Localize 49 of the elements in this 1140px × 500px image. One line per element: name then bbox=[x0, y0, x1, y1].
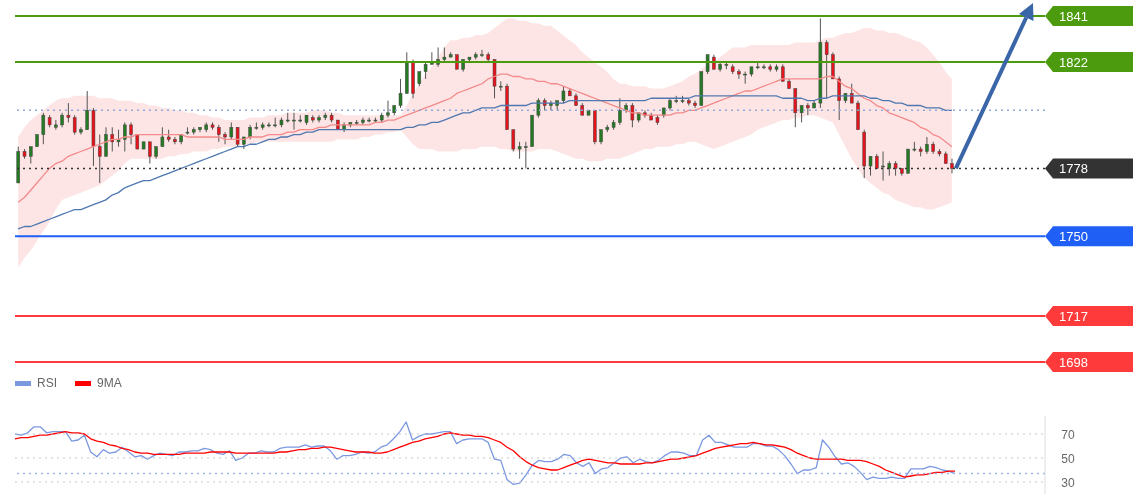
candlestick bbox=[223, 131, 227, 145]
candlestick bbox=[950, 158, 954, 174]
candlestick bbox=[72, 114, 77, 136]
candlestick bbox=[173, 136, 177, 145]
candlestick bbox=[511, 129, 516, 152]
candlestick bbox=[79, 126, 83, 136]
candlestick bbox=[235, 126, 240, 148]
candlestick bbox=[54, 119, 58, 131]
candlestick bbox=[66, 102, 71, 123]
candlestick bbox=[386, 100, 390, 119]
y-tick-label: 1841 bbox=[1059, 9, 1088, 24]
candlestick bbox=[868, 155, 873, 177]
candlestick bbox=[762, 63, 766, 70]
line-series bbox=[14, 421, 956, 486]
candlestick bbox=[110, 126, 115, 152]
candlestick bbox=[824, 39, 829, 99]
candlestick bbox=[849, 83, 854, 104]
candlestick bbox=[630, 102, 635, 128]
y-tick-label: 1822 bbox=[1059, 54, 1088, 70]
y-tick-label: 1698 bbox=[1059, 355, 1088, 370]
legend-label: 9MA bbox=[97, 376, 122, 390]
y-tick-label: 1750 bbox=[1059, 229, 1088, 245]
candlestick bbox=[737, 68, 741, 80]
candlestick bbox=[41, 112, 46, 145]
candlestick bbox=[97, 134, 102, 184]
y-tick-label: 1778 bbox=[1059, 161, 1088, 177]
candlestick bbox=[129, 121, 133, 145]
y-tick-label: 50 bbox=[1061, 452, 1075, 466]
candlestick bbox=[480, 49, 484, 58]
legend-label: RSI bbox=[37, 376, 58, 390]
candlestick bbox=[881, 151, 885, 182]
candlestick bbox=[806, 102, 810, 116]
candlestick bbox=[837, 75, 841, 121]
candlestick bbox=[148, 141, 152, 165]
candlestick bbox=[705, 54, 710, 75]
candlestick bbox=[618, 97, 622, 126]
candlestick bbox=[925, 136, 929, 155]
candlestick bbox=[398, 78, 403, 109]
line-series bbox=[17, 73, 953, 203]
candlestick bbox=[104, 126, 108, 157]
candlestick bbox=[524, 141, 528, 169]
y-tick-label: 70 bbox=[1061, 428, 1075, 442]
candlestick bbox=[123, 121, 127, 152]
candlestick bbox=[160, 126, 165, 148]
y-tick-label: 1717 bbox=[1059, 309, 1088, 325]
candlestick bbox=[85, 90, 89, 131]
y-tick-label: 30 bbox=[1061, 476, 1075, 490]
line-series bbox=[14, 430, 956, 478]
candlestick bbox=[292, 112, 296, 131]
